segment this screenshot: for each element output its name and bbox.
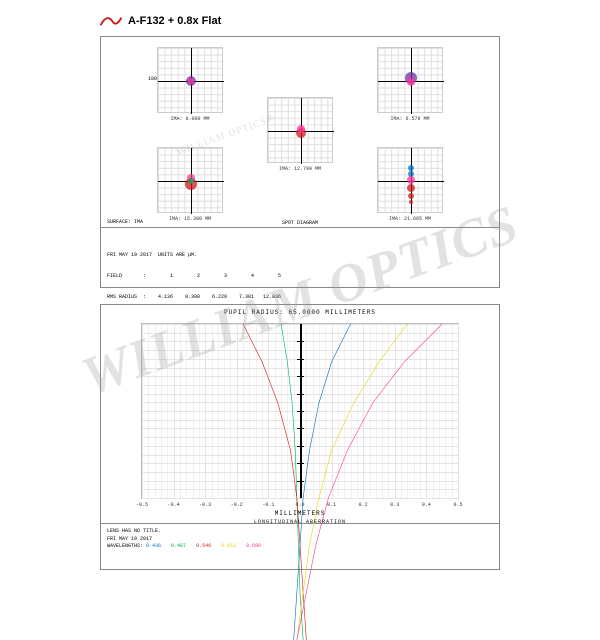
page-title: A-F132 + 0.8x Flat — [128, 15, 221, 27]
spot-diagram-title: SPOT DIAGRAM — [101, 220, 499, 227]
aberration-curves — [142, 324, 458, 640]
spot-grid-3: IMA: 12.799 MM — [267, 97, 333, 163]
spot-info-date: FRI MAY 19 2017 UNITS ARE µM. — [107, 252, 493, 259]
spot-diagram-panel: SURFACE: IMA 100IMA: 0.000 MMIMA: 6.579 … — [100, 36, 500, 288]
wavelengths-label: WAVELENGTHS: — [107, 543, 143, 549]
spot-diagram-info: SPOT DIAGRAM FRI MAY 19 2017 UNITS ARE µ… — [101, 227, 499, 287]
aberration-xlabel: MILLIMETERS — [101, 510, 499, 517]
spot-grid-2: IMA: 6.579 MM — [377, 47, 443, 113]
spot-diagram-plot-area: SURFACE: IMA 100IMA: 0.000 MMIMA: 6.579 … — [101, 37, 499, 227]
aberration-subtitle: LONGITUDINAL ABERRATION — [101, 519, 499, 525]
aberration-plot: PUPIL RADIUS: 65.0000 MILLIMETERS -0.5-0… — [101, 305, 499, 523]
header: A-F132 + 0.8x Flat — [100, 10, 500, 32]
brand-logo-icon — [100, 14, 122, 28]
spot-info-rms: RMS RADIUS : 4.136 9.398 6.229 7.381 12.… — [107, 294, 493, 301]
spot-grid-label: IMA: 12.799 MM — [268, 166, 332, 172]
aberration-grid: -0.5-0.4-0.3-0.2-0.10.00.10.20.30.40.5 — [141, 323, 459, 499]
spot-grid-label: IMA: 6.579 MM — [378, 116, 442, 122]
spot-grid-5: IMA: 21.605 MM — [377, 147, 443, 213]
aberration-panel: PUPIL RADIUS: 65.0000 MILLIMETERS -0.5-0… — [100, 304, 500, 570]
spot-grid-1: 100IMA: 0.000 MM — [157, 47, 223, 113]
spot-grid-label: IMA: 0.000 MM — [158, 116, 222, 122]
spot-grid-4: IMA: 15.300 MM — [157, 147, 223, 213]
pupil-title: PUPIL RADIUS: 65.0000 MILLIMETERS — [101, 309, 499, 316]
spot-info-field: FIELD : 1 2 3 4 5 — [107, 273, 493, 280]
